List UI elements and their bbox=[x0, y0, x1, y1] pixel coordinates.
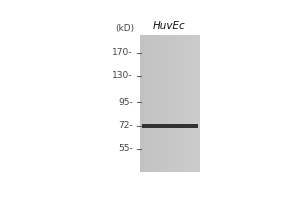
Bar bbox=[142, 35, 143, 172]
Text: 170-: 170- bbox=[112, 48, 133, 57]
Text: 72-: 72- bbox=[118, 121, 133, 130]
Bar bbox=[155, 35, 156, 172]
Bar bbox=[177, 35, 178, 172]
Bar bbox=[162, 35, 163, 172]
Bar bbox=[156, 35, 157, 172]
Bar bbox=[158, 35, 159, 172]
Bar bbox=[140, 35, 141, 172]
Bar bbox=[184, 35, 185, 172]
Bar bbox=[163, 35, 164, 172]
Bar bbox=[146, 35, 147, 172]
Bar bbox=[145, 35, 146, 172]
Bar bbox=[190, 35, 191, 172]
Bar bbox=[198, 35, 199, 172]
Bar bbox=[188, 35, 189, 172]
Bar bbox=[173, 35, 174, 172]
Bar bbox=[149, 35, 150, 172]
Bar bbox=[141, 35, 142, 172]
Bar bbox=[185, 35, 186, 172]
Bar bbox=[161, 35, 162, 172]
Text: 95-: 95- bbox=[118, 98, 133, 107]
Bar bbox=[154, 35, 155, 172]
Bar bbox=[143, 35, 144, 172]
Bar bbox=[150, 35, 151, 172]
Bar bbox=[147, 35, 148, 172]
Bar bbox=[172, 35, 173, 172]
Bar bbox=[182, 35, 183, 172]
Bar bbox=[157, 35, 158, 172]
Bar bbox=[142, 124, 198, 128]
Bar bbox=[195, 35, 196, 172]
Bar bbox=[179, 35, 180, 172]
Bar bbox=[165, 35, 166, 172]
Bar bbox=[183, 35, 184, 172]
Bar bbox=[187, 35, 188, 172]
Bar bbox=[174, 35, 175, 172]
Bar bbox=[178, 35, 179, 172]
Bar bbox=[197, 35, 198, 172]
Bar bbox=[167, 35, 168, 172]
Bar bbox=[169, 35, 170, 172]
Bar bbox=[193, 35, 194, 172]
Bar bbox=[153, 35, 154, 172]
Bar bbox=[170, 35, 171, 172]
Bar bbox=[171, 35, 172, 172]
Bar bbox=[199, 35, 200, 172]
Bar bbox=[166, 35, 167, 172]
Bar bbox=[175, 35, 176, 172]
Bar bbox=[194, 35, 195, 172]
Bar bbox=[189, 35, 190, 172]
Bar bbox=[196, 35, 197, 172]
Bar bbox=[176, 35, 177, 172]
Bar bbox=[180, 35, 181, 172]
Bar bbox=[160, 35, 161, 172]
Bar bbox=[148, 35, 149, 172]
Text: 130-: 130- bbox=[112, 71, 133, 80]
Bar bbox=[186, 35, 187, 172]
Bar bbox=[191, 35, 192, 172]
Bar bbox=[168, 35, 169, 172]
Bar bbox=[164, 35, 165, 172]
Bar bbox=[159, 35, 160, 172]
Text: HuvEc: HuvEc bbox=[152, 21, 185, 31]
Bar bbox=[144, 35, 145, 172]
Bar bbox=[181, 35, 182, 172]
Text: 55-: 55- bbox=[118, 144, 133, 153]
Bar bbox=[151, 35, 152, 172]
Bar bbox=[192, 35, 193, 172]
Bar bbox=[152, 35, 153, 172]
Text: (kD): (kD) bbox=[115, 24, 134, 33]
